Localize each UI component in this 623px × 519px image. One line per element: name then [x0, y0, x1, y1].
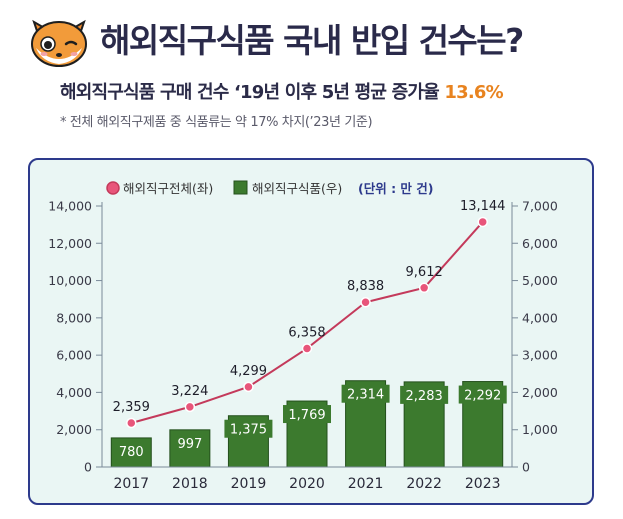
- line-point-2020: [301, 343, 313, 354]
- left-axis-tick-label: 14,000: [48, 199, 92, 214]
- subtitle: 해외직구식품 구매 건수 ‘19년 이후 5년 평균 증가율 13.6%: [60, 78, 504, 104]
- chart-axes: 0 2,000 4,000 6,000 8,000 10,000 12,000 14,000 0…: [48, 199, 558, 493]
- line-value-label: 4,299: [230, 364, 267, 379]
- x-axis-tick-label: 2021: [348, 476, 384, 492]
- x-axis-tick-label: 2019: [231, 476, 267, 492]
- left-axis-tick-label: 2,000: [56, 422, 92, 437]
- legend-bar-swatch: [233, 180, 248, 195]
- left-axis-tick-label: 0: [84, 460, 92, 475]
- bar-label-bg: [341, 384, 390, 403]
- line-point-2023: [477, 216, 488, 228]
- right-axis-tick-label: 6,000: [522, 236, 558, 251]
- line-value-label: 3,224: [171, 384, 208, 399]
- x-axis-tick-label: 2017: [113, 476, 149, 492]
- bar-label-bg: [283, 405, 331, 424]
- legend-bar-label: 해외직구식품(우): [252, 181, 342, 196]
- chart-panel: 해외직구전체(좌) 해외직구식품(우) (단위 : 만 건) 780 997 1,3…: [28, 158, 594, 505]
- right-axis-tick-label: 4,000: [522, 310, 558, 325]
- fox-mascot-icon: [31, 19, 87, 67]
- page-title: 해외직구식품 국내 반입 건수는?: [100, 21, 524, 60]
- left-axis-tick-label: 6,000: [56, 348, 92, 363]
- left-axis-tick-label: 4,000: [56, 385, 92, 400]
- x-axis-tick-label: 2018: [172, 476, 208, 492]
- x-axis-tick-label: 2023: [465, 476, 501, 492]
- bar-value-label: 1,769: [288, 408, 325, 423]
- right-axis-tick-label: 2,000: [522, 385, 558, 400]
- line-point-2018: [184, 401, 196, 413]
- bar-label-bg: [115, 441, 148, 460]
- bar-value-label: 2,292: [464, 389, 501, 404]
- right-axis-tick-label: 1,000: [522, 422, 558, 437]
- legend-unit-label: (단위 : 만 건): [358, 181, 433, 196]
- line-point-2019: [243, 381, 254, 393]
- legend-line-marker: [106, 181, 120, 195]
- subtitle-text: 해외직구식품 구매 건수 ‘19년 이후 5년 평균 증가율: [60, 82, 440, 103]
- line-series: 2,359 3,224 4,299 6,358 8,838 9,612 13,144: [113, 199, 506, 429]
- line-point-2017: [126, 417, 137, 429]
- right-axis-tick-label: 7,000: [522, 199, 558, 214]
- bar-label-bg: [400, 385, 449, 404]
- line-value-label: 2,359: [113, 400, 150, 415]
- line-value-label: 8,838: [347, 279, 384, 294]
- bar-label-bg: [458, 385, 507, 404]
- bar-value-label: 1,375: [230, 423, 267, 438]
- bar-value-label: 2,283: [406, 389, 443, 404]
- left-axis-tick-label: 8,000: [56, 310, 92, 325]
- bar-series: 780 997 1,375 1,769 2,314 2,283 2,292: [110, 380, 507, 468]
- bar-value-label: 780: [119, 445, 144, 460]
- line-value-label: 9,612: [406, 265, 443, 280]
- line-value-label: 13,144: [460, 199, 506, 214]
- right-axis-tick-label: 5,000: [522, 273, 558, 288]
- x-axis-tick-label: 2022: [406, 476, 442, 492]
- bar-label-bg: [173, 433, 206, 452]
- line-value-label: 6,358: [288, 325, 325, 340]
- growth-rate-highlight: 13.6%: [444, 82, 503, 103]
- header: 해외직구식품 국내 반입 건수는? 해외직구식품 구매 건수 ‘19년 이후 5…: [0, 0, 623, 150]
- line-point-2022: [418, 282, 430, 294]
- left-axis-tick-label: 10,000: [48, 273, 92, 288]
- left-axis-tick-label: 12,000: [48, 236, 92, 251]
- line-point-2021: [360, 296, 371, 308]
- bar-value-label: 2,314: [347, 388, 384, 403]
- right-axis-tick-label: 0: [522, 460, 530, 475]
- right-axis-tick-label: 3,000: [522, 348, 558, 363]
- chart-legend: 해외직구전체(좌) 해외직구식품(우) (단위 : 만 건): [106, 180, 433, 196]
- bar-value-label: 997: [177, 437, 202, 452]
- legend-line-label: 해외직구전체(좌): [123, 181, 213, 196]
- x-axis-tick-label: 2020: [289, 476, 325, 492]
- footnote: * 전체 해외직구제품 중 식품류는 약 17% 차지(’23년 기준): [60, 115, 373, 130]
- combo-chart: 해외직구전체(좌) 해외직구식품(우) (단위 : 만 건) 780 997 1,3…: [48, 180, 558, 493]
- bar-label-bg: [224, 419, 273, 438]
